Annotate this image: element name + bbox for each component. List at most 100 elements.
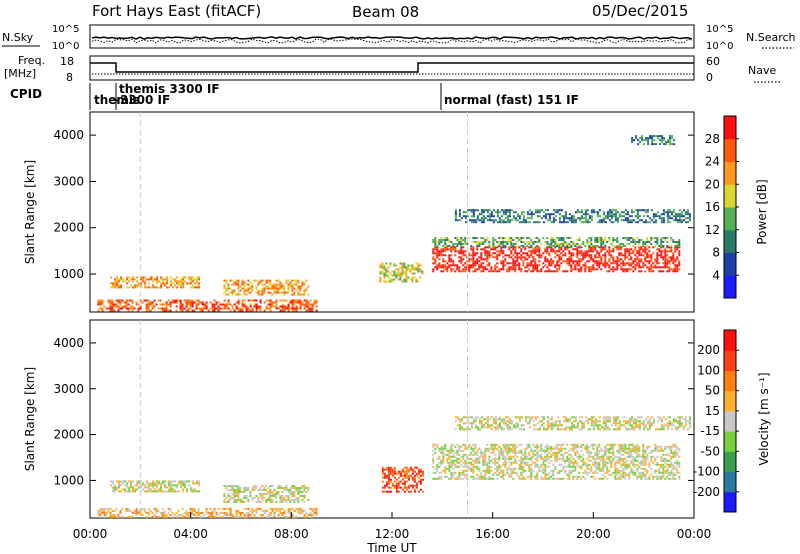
data-pixel bbox=[444, 248, 447, 251]
data-pixel bbox=[219, 515, 222, 518]
data-pixel bbox=[640, 252, 643, 255]
data-pixel bbox=[285, 499, 288, 501]
data-pixel bbox=[542, 211, 545, 214]
data-pixel bbox=[654, 471, 657, 474]
data-pixel bbox=[622, 268, 625, 271]
data-pixel bbox=[474, 260, 477, 263]
data-pixel bbox=[293, 487, 296, 489]
data-pixel bbox=[656, 256, 659, 259]
data-pixel bbox=[233, 291, 236, 294]
data-pixel bbox=[578, 428, 581, 431]
data-pixel bbox=[299, 301, 302, 304]
data-pixel bbox=[608, 459, 611, 462]
data-pixel bbox=[580, 260, 583, 263]
data-pixel bbox=[502, 471, 505, 474]
data-pixel bbox=[480, 209, 483, 212]
data-pixel bbox=[409, 278, 412, 281]
data-pixel bbox=[510, 241, 513, 243]
data-pixel bbox=[666, 211, 669, 214]
data-pixel bbox=[190, 286, 193, 289]
data-pixel bbox=[247, 499, 250, 501]
data-pixel bbox=[590, 469, 593, 472]
data-pixel bbox=[151, 307, 154, 310]
data-pixel bbox=[462, 211, 465, 214]
data-pixel bbox=[604, 260, 607, 263]
data-pixel bbox=[522, 215, 525, 218]
data-pixel bbox=[478, 245, 481, 247]
data-pixel bbox=[518, 459, 521, 462]
data-pixel bbox=[293, 509, 296, 512]
data-pixel bbox=[522, 221, 525, 224]
freq-panel: Freq. [MHz] 18 8 60 0 Nave bbox=[4, 54, 780, 84]
data-pixel bbox=[397, 268, 400, 271]
data-pixel bbox=[124, 480, 127, 483]
data-pixel bbox=[488, 254, 491, 257]
data-pixel bbox=[138, 282, 141, 285]
data-pixel bbox=[506, 217, 509, 220]
data-pixel bbox=[215, 303, 218, 306]
data-pixel bbox=[251, 511, 254, 514]
data-pixel bbox=[672, 443, 675, 446]
data-pixel bbox=[530, 469, 533, 472]
data-pixel bbox=[267, 493, 270, 495]
data-pixel bbox=[231, 291, 234, 294]
data-pixel bbox=[237, 511, 240, 514]
data-pixel bbox=[520, 248, 523, 251]
data-pixel bbox=[492, 457, 495, 460]
data-pixel bbox=[287, 305, 290, 308]
data-pixel bbox=[251, 509, 254, 512]
data-pixel bbox=[552, 239, 555, 241]
data-pixel bbox=[237, 495, 240, 497]
data-pixel bbox=[235, 293, 238, 296]
data-pixel bbox=[626, 248, 629, 251]
data-pixel bbox=[540, 268, 543, 271]
data-pixel bbox=[630, 248, 633, 251]
data-pixel bbox=[562, 443, 565, 446]
data-pixel bbox=[666, 250, 669, 253]
data-pixel bbox=[184, 486, 187, 489]
data-pixel bbox=[578, 471, 581, 474]
data-pixel bbox=[678, 252, 681, 255]
data-pixel bbox=[303, 495, 306, 497]
data-pixel bbox=[572, 445, 575, 448]
data-pixel bbox=[638, 264, 641, 267]
data-pixel bbox=[149, 303, 152, 306]
data-pixel bbox=[608, 457, 611, 460]
data-pixel bbox=[235, 301, 238, 304]
data-pixel bbox=[494, 418, 497, 421]
data-pixel bbox=[379, 270, 382, 273]
data-pixel bbox=[283, 499, 286, 501]
data-pixel bbox=[538, 256, 541, 259]
data-pixel bbox=[199, 307, 202, 310]
data-pixel bbox=[638, 258, 641, 261]
data-pixel bbox=[654, 221, 657, 224]
data-pixel bbox=[653, 139, 656, 142]
data-pixel bbox=[574, 467, 577, 470]
data-pixel bbox=[606, 455, 609, 458]
data-pixel bbox=[496, 428, 499, 431]
data-pixel bbox=[142, 484, 145, 487]
data-pixel bbox=[436, 250, 439, 253]
data-pixel bbox=[405, 472, 408, 475]
data-pixel bbox=[401, 470, 404, 473]
data-pixel bbox=[600, 219, 603, 222]
data-pixel bbox=[237, 497, 240, 499]
data-pixel bbox=[484, 449, 487, 452]
data-pixel bbox=[580, 459, 583, 462]
data-pixel bbox=[530, 262, 533, 265]
data-pixel bbox=[542, 237, 545, 239]
data-pixel bbox=[265, 499, 268, 501]
data-pixel bbox=[444, 266, 447, 269]
data-pixel bbox=[520, 237, 523, 239]
data-pixel bbox=[227, 507, 230, 510]
data-pixel bbox=[590, 451, 593, 454]
data-pixel bbox=[134, 490, 137, 493]
data-pixel bbox=[600, 477, 603, 480]
data-pixel bbox=[291, 491, 294, 493]
data-pixel bbox=[534, 266, 537, 269]
data-pixel bbox=[446, 262, 449, 265]
data-pixel bbox=[550, 241, 553, 243]
data-pixel bbox=[650, 459, 653, 462]
data-pixel bbox=[534, 262, 537, 265]
data-pixel bbox=[109, 309, 112, 312]
